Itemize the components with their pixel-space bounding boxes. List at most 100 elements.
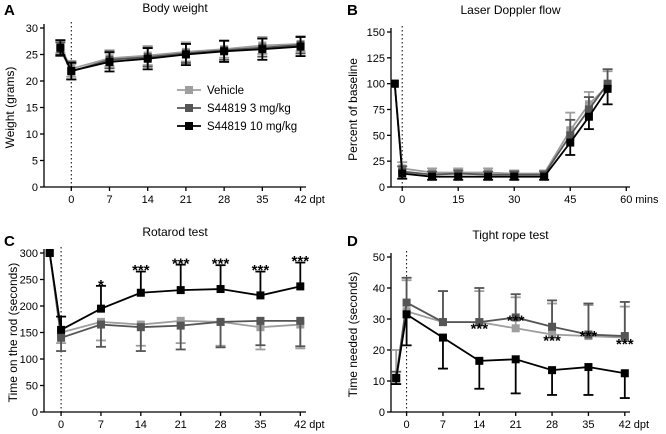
chart-panel-c: C Rotarod test Time on the rod (seconds) 0 5… [4, 225, 325, 431]
data-point [548, 330, 557, 339]
series-s44819-10-mg-kg [45, 249, 306, 334]
x-tick-label: 42 [619, 419, 631, 431]
x-tick-label: 28 [546, 419, 558, 431]
data-point [511, 324, 520, 333]
data-point [181, 50, 190, 59]
legend-item: Vehicle [177, 85, 244, 97]
data-point [620, 369, 629, 378]
legend-item: S44819 3 mg/kg [177, 103, 291, 115]
data-point [566, 138, 575, 147]
series-s44819-3-mg-kg [55, 35, 306, 81]
series-line [393, 83, 609, 178]
data-point [511, 313, 520, 322]
y-tick-label: 250 [20, 275, 38, 287]
data-point [454, 172, 463, 181]
x-tick-label: 35 [582, 419, 594, 431]
data-point [176, 316, 185, 325]
data-point [296, 282, 305, 291]
data-point [603, 79, 612, 88]
series-line [395, 312, 625, 379]
data-point [96, 304, 105, 313]
series-line [48, 252, 301, 334]
y-tick-label: 0 [379, 182, 385, 194]
significance-marker: *** [132, 262, 150, 279]
x-tick-label: 35 [256, 194, 268, 206]
data-point [510, 172, 519, 181]
data-point [136, 288, 145, 297]
significance-marker: *** [212, 256, 230, 273]
chart-title: Body weight [142, 1, 208, 15]
data-point [438, 318, 447, 327]
x-tick-label: 28 [214, 419, 226, 431]
y-tick-label: 20 [373, 345, 385, 357]
chart-panel-d: D Tight rope test Time needed (seconds) 0 10… [346, 228, 649, 431]
y-tick-label: 100 [367, 79, 385, 91]
series-s44819-10-mg-kg [390, 79, 613, 181]
x-tick-label: 7 [98, 419, 104, 431]
x-tick-label: 28 [218, 194, 230, 206]
y-tick-label: 50 [373, 252, 385, 264]
significance-marker: *** [580, 328, 598, 345]
legend-label: S44819 3 mg/kg [207, 103, 291, 115]
y-axis-label: Weight (grams) [3, 67, 17, 149]
x-tick-label: 14 [473, 419, 485, 431]
y-tick-label: 75 [373, 105, 385, 117]
x-tick-label: 21 [175, 419, 187, 431]
x-tick-label: 21 [180, 194, 192, 206]
significance-marker: *** [172, 256, 190, 273]
data-point [296, 316, 305, 325]
data-point [584, 112, 593, 121]
y-tick-label: 150 [20, 328, 38, 340]
legend-label: Vehicle [207, 85, 244, 97]
chart-title: Tight rope test [472, 228, 549, 242]
significance-marker: *** [616, 336, 634, 353]
data-point [176, 286, 185, 295]
significance-marker: *** [543, 333, 561, 350]
series-s44819-10-mg-kg [55, 36, 306, 81]
panel-letter: C [4, 233, 15, 250]
panel-letter: D [347, 233, 358, 250]
data-point [438, 333, 447, 342]
x-tick-label: 42 [294, 194, 306, 206]
data-point [45, 249, 54, 257]
series-line [395, 301, 625, 379]
data-point [105, 57, 114, 66]
data-point [566, 131, 575, 140]
data-point [620, 332, 629, 341]
y-tick-label: 30 [373, 314, 385, 326]
legend-item: S44819 10 mg/kg [177, 121, 297, 133]
y-tick-label: 50 [26, 381, 38, 393]
series-s44819-3-mg-kg [45, 249, 306, 352]
y-tick-label: 0 [32, 407, 38, 419]
y-tick-label: 50 [373, 130, 385, 142]
x-tick-label: 60 [620, 194, 632, 206]
x-tick-label: 42 [294, 419, 306, 431]
series-s44819-3-mg-kg [390, 68, 613, 179]
legend-marker [185, 104, 193, 112]
x-tick-label: 30 [508, 194, 520, 206]
x-axis-unit: dpt [309, 419, 324, 431]
series-line [393, 83, 609, 176]
series-line [48, 252, 301, 332]
significance-marker: * [98, 277, 104, 294]
data-point [136, 323, 145, 332]
chart-panel-a: A Body weight Weight (grams) 0 5 10 15 20 25 30 0 7… [3, 1, 325, 206]
x-axis-unit: dpt [310, 194, 325, 206]
x-tick-label: 35 [254, 419, 266, 431]
chart-title: Rotarod test [142, 225, 208, 239]
x-tick-label: 0 [399, 194, 405, 206]
series-vehicle [390, 70, 613, 178]
data-point [57, 325, 66, 334]
y-tick-label: 5 [32, 156, 38, 168]
data-point [143, 54, 152, 63]
y-tick-label: 125 [367, 53, 385, 65]
data-point [392, 373, 401, 382]
y-tick-label: 300 [20, 248, 38, 260]
data-point [256, 316, 265, 325]
data-point [220, 47, 229, 56]
y-axis-label: Time on the rod (seconds) [6, 263, 20, 403]
y-tick-label: 10 [373, 376, 385, 388]
data-point [402, 298, 411, 307]
data-point [258, 45, 267, 54]
data-point [398, 169, 407, 178]
